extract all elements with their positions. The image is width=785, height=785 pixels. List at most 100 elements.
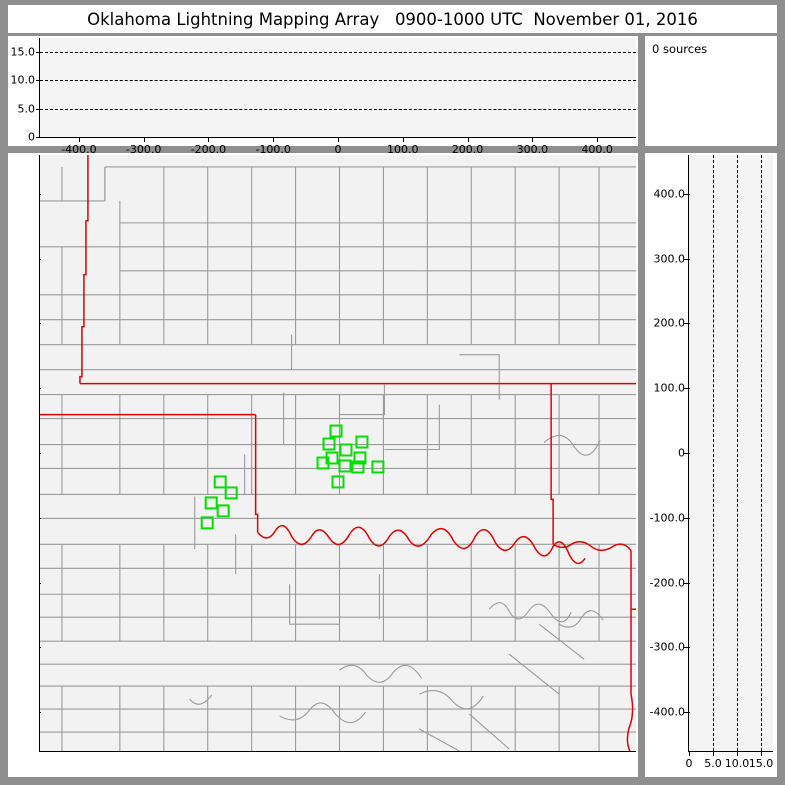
ytick-mark xyxy=(36,52,41,54)
ytick-mark xyxy=(40,193,41,195)
ytick-mark xyxy=(40,582,41,584)
gridline-10 xyxy=(40,80,636,82)
xtick-label: 5.0 xyxy=(704,757,722,770)
source-marker xyxy=(329,424,343,438)
xtick-mark xyxy=(402,137,404,142)
ytick-mark xyxy=(40,453,41,454)
ytick-mark xyxy=(684,193,690,195)
source-marker xyxy=(322,437,336,451)
xtick-label: 100.0 xyxy=(387,143,419,156)
xtick-label: -200.0 xyxy=(190,143,227,156)
source-marker xyxy=(338,459,352,473)
xtick-mark xyxy=(736,751,738,756)
vhf-source-markers xyxy=(200,424,385,530)
xtick-mark xyxy=(689,751,690,756)
ytick-mark xyxy=(684,453,690,454)
ytick-mark xyxy=(36,108,41,110)
gridline-15 xyxy=(40,52,636,54)
source-marker xyxy=(216,504,230,518)
ytick-mark xyxy=(36,137,41,138)
ytick-mark xyxy=(40,517,41,519)
xtick-label: 300.0 xyxy=(516,143,549,156)
ytick-mark xyxy=(684,258,690,260)
xtick-mark xyxy=(208,137,210,142)
source-marker xyxy=(351,460,365,474)
xtick-label: 0 xyxy=(334,143,342,156)
source-count-panel: 0 sources xyxy=(645,36,777,146)
ytick-mark xyxy=(684,712,690,714)
gridline-5 xyxy=(712,155,714,751)
ytick-mark xyxy=(40,647,41,649)
map-panel[interactable]: 400.0 300.0 200.0 100.0 0 -100.0 -200.0 … xyxy=(8,153,638,777)
ytick-label: 100.0 xyxy=(39,382,40,395)
ytick-mark xyxy=(36,80,41,82)
ytick-label: 0 xyxy=(28,130,35,144)
page-title: Oklahoma Lightning Mapping Array 0900-10… xyxy=(87,9,698,29)
ytick-label: 0 xyxy=(39,447,40,460)
xtick-mark xyxy=(597,751,598,752)
ytick-label: 300.0 xyxy=(39,252,40,265)
xtick-mark xyxy=(760,751,762,756)
xtick-mark xyxy=(597,137,599,142)
gridline-10 xyxy=(736,155,738,751)
map-plot-area[interactable]: 400.0 300.0 200.0 100.0 0 -100.0 -200.0 … xyxy=(39,155,636,752)
time-height-plot-area[interactable]: 15.0 10.0 5.0 0 -400.0 -300.0 -200.0 -10… xyxy=(11,38,636,156)
xtick-label: 400.0 xyxy=(581,143,613,156)
xtick-mark xyxy=(78,137,80,142)
xtick-label: 200.0 xyxy=(451,143,484,156)
source-marker xyxy=(224,486,238,500)
ytick-label: 0 xyxy=(678,446,685,460)
ytick-mark xyxy=(684,647,690,649)
xtick-mark xyxy=(467,137,469,142)
ytick-label: -300.0 xyxy=(649,640,685,654)
title-bar: Oklahoma Lightning Mapping Array 0900-10… xyxy=(8,5,777,33)
xtick-mark xyxy=(208,751,209,752)
xtick-mark xyxy=(532,751,533,752)
source-marker xyxy=(331,475,345,489)
ytick-label: -200.0 xyxy=(649,576,685,590)
xtick-label: -400.0 xyxy=(61,143,97,156)
xtick-label: 15.0 xyxy=(748,757,774,770)
gridline-5 xyxy=(40,108,636,110)
altitude-height-panel[interactable]: 400.0 300.0 200.0 100.0 0 -100.0 -200.0 … xyxy=(645,153,777,777)
gridline-15 xyxy=(760,155,762,751)
ytick-label: 100.0 xyxy=(653,381,686,395)
ytick-mark xyxy=(40,258,41,260)
xtick-mark xyxy=(143,137,145,142)
xtick-mark xyxy=(532,137,534,142)
ytick-label: -300.0 xyxy=(39,641,40,654)
source-marker xyxy=(355,435,369,449)
source-marker xyxy=(353,451,367,465)
xtick-label: 0 xyxy=(685,757,693,770)
ytick-label: 15.0 xyxy=(10,45,36,59)
xtick-mark xyxy=(273,137,275,142)
xtick-mark xyxy=(273,751,274,752)
xtick-mark xyxy=(712,751,714,756)
ytick-label: 400.0 xyxy=(39,187,40,200)
xtick-mark xyxy=(338,137,339,142)
time-height-panel[interactable]: 15.0 10.0 5.0 0 -400.0 -300.0 -200.0 -10… xyxy=(8,36,638,156)
source-marker xyxy=(371,460,385,474)
ytick-mark xyxy=(40,712,41,714)
xtick-mark xyxy=(403,751,404,752)
ytick-mark xyxy=(684,517,690,519)
xtick-mark xyxy=(144,751,145,752)
ytick-label: -100.0 xyxy=(649,511,685,525)
map-geography xyxy=(40,155,636,751)
source-marker xyxy=(316,456,330,470)
source-marker xyxy=(213,475,227,489)
ytick-mark xyxy=(40,323,41,325)
xtick-mark xyxy=(338,751,339,752)
altitude-height-plot-area[interactable]: 400.0 300.0 200.0 100.0 0 -100.0 -200.0 … xyxy=(650,155,773,770)
ytick-label: -200.0 xyxy=(39,576,40,589)
ytick-label: 300.0 xyxy=(653,252,686,266)
ytick-label: -400.0 xyxy=(39,706,40,719)
ytick-mark xyxy=(684,582,690,584)
xtick-mark xyxy=(468,751,469,752)
ytick-label: 200.0 xyxy=(39,317,40,330)
ytick-label: -100.0 xyxy=(39,511,40,524)
ytick-label: 10.0 xyxy=(10,73,36,87)
ytick-mark xyxy=(40,388,41,390)
ytick-label: 400.0 xyxy=(653,187,686,201)
